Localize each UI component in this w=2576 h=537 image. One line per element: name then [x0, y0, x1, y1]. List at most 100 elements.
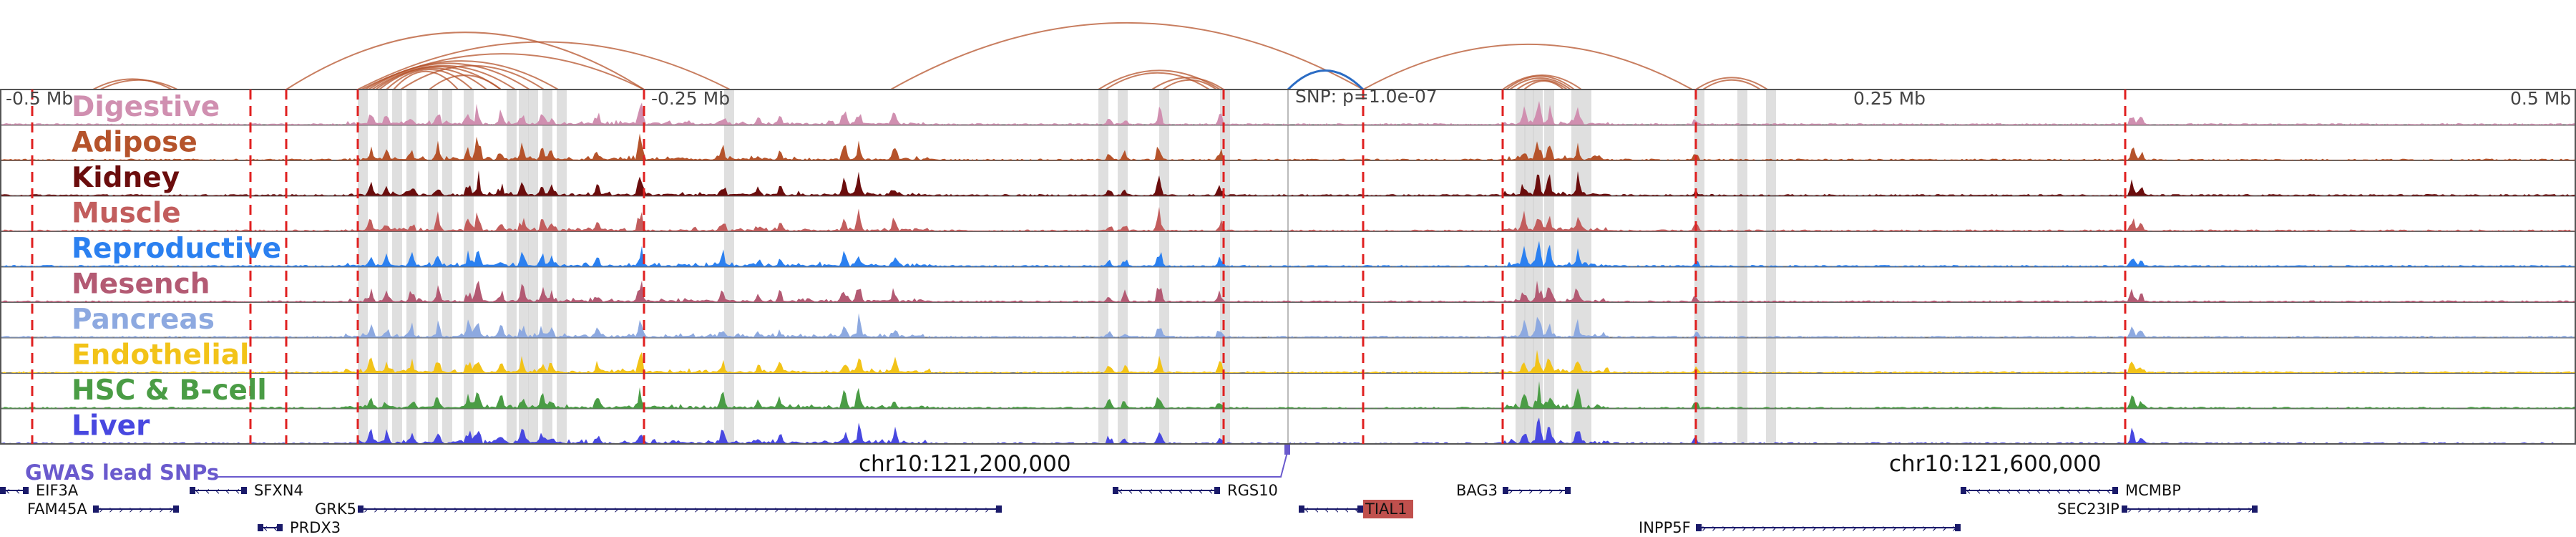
strand-mark: › — [494, 503, 498, 516]
gene-label-inpp5f: INPP5F — [1639, 519, 1691, 536]
strand-mark: ‹ — [2057, 484, 2061, 498]
loop-arc — [1516, 79, 1568, 90]
exon-bag3 — [1503, 487, 1508, 494]
strand-mark: ‹ — [1138, 484, 1143, 498]
exon-mcmbp — [1961, 487, 1966, 494]
strand-mark: ‹ — [273, 521, 278, 535]
strand-mark: ‹ — [263, 521, 268, 535]
strand-mark: › — [854, 503, 859, 516]
strand-mark: › — [1912, 521, 1916, 535]
strand-mark: › — [1942, 521, 1946, 535]
coord-label-121600000: chr10:121,600,000 — [1889, 451, 2102, 477]
exon-eif3a — [23, 487, 29, 494]
strand-mark: › — [159, 503, 163, 516]
loop-arc — [1523, 80, 1564, 90]
strand-mark: › — [704, 503, 708, 516]
exon-prdx3 — [258, 524, 263, 531]
loop-arc — [1162, 79, 1217, 90]
exon-inpp5f — [1696, 524, 1702, 531]
exon-sec23ip — [2122, 505, 2127, 513]
strand-mark: › — [2228, 503, 2232, 516]
strand-mark: › — [664, 503, 668, 516]
gene-label-bag3: BAG3 — [1456, 482, 1498, 499]
strand-mark: ‹ — [1118, 484, 1123, 498]
strand-mark: ‹ — [1199, 484, 1203, 498]
strand-mark: › — [754, 503, 758, 516]
strand-mark: ‹ — [1209, 484, 1213, 498]
loop-arc — [357, 41, 731, 90]
strand-mark: › — [1712, 521, 1716, 535]
exon-prdx3 — [277, 524, 283, 531]
strand-mark: › — [2157, 503, 2162, 516]
loop-arc — [99, 79, 178, 90]
strand-mark: › — [564, 503, 568, 516]
strand-mark: ‹ — [6, 484, 10, 498]
strand-mark: › — [694, 503, 698, 516]
strand-mark: ‹ — [1345, 503, 1349, 516]
strand-mark: › — [774, 503, 779, 516]
strand-mark: › — [1892, 521, 1896, 535]
strand-mark: › — [534, 503, 538, 516]
strand-mark: › — [2248, 503, 2252, 516]
loop-arc — [1151, 77, 1224, 90]
strand-mark: › — [384, 503, 388, 516]
loop-arc — [1502, 74, 1582, 90]
strand-mark: › — [1508, 484, 1513, 498]
axis-label-minus-0-5: -0.5 Mb — [6, 88, 73, 109]
strand-mark: › — [99, 503, 103, 516]
strand-mark: › — [504, 503, 508, 516]
loop-arc — [286, 32, 645, 90]
strand-mark: › — [2197, 503, 2202, 516]
gwas-lead-snp-track: GWAS lead SNPs — [25, 445, 1290, 485]
strand-mark: › — [894, 503, 899, 516]
strand-mark: › — [914, 503, 919, 516]
gwas-lead-snps-label: GWAS lead SNPs — [25, 460, 219, 485]
exon-inpp5f — [1955, 524, 1961, 531]
snp-loop-arc — [1287, 69, 1365, 91]
loop-arc — [1098, 69, 1221, 90]
strand-mark: ‹ — [1996, 484, 2001, 498]
strand-mark: › — [1538, 484, 1543, 498]
strand-mark: › — [1762, 521, 1766, 535]
loop-arc — [1695, 77, 1768, 90]
exon-sfxn4 — [190, 487, 195, 494]
strand-mark: ‹ — [2077, 484, 2081, 498]
strand-mark: › — [945, 503, 949, 516]
strand-mark: › — [1922, 521, 1926, 535]
strand-mark: › — [1842, 521, 1846, 535]
strand-mark: › — [484, 503, 488, 516]
strand-mark: ‹ — [2016, 484, 2021, 498]
strand-mark: › — [684, 503, 688, 516]
loop-arc — [429, 74, 502, 90]
strand-mark: › — [169, 503, 173, 516]
strand-mark: › — [1742, 521, 1746, 535]
loop-arc — [1362, 43, 1693, 90]
gwas-leader-line — [215, 449, 1289, 478]
strand-mark: ‹ — [1169, 484, 1173, 498]
exon-grk5 — [996, 505, 1002, 513]
strand-mark: › — [1722, 521, 1726, 535]
strand-mark: › — [434, 503, 438, 516]
strand-mark: › — [129, 503, 133, 516]
track-frame — [0, 89, 2576, 445]
strand-mark: › — [1952, 521, 1956, 535]
strand-mark: › — [444, 503, 448, 516]
strand-mark: › — [814, 503, 819, 516]
strand-mark: › — [975, 503, 979, 516]
strand-mark: › — [1862, 521, 1866, 535]
gene-label-rgs10: RGS10 — [1227, 482, 1278, 499]
strand-mark: › — [1702, 521, 1706, 535]
gene-label-fam45a: FAM45A — [27, 500, 87, 518]
strand-mark: › — [1832, 521, 1836, 535]
strand-mark: ‹ — [1976, 484, 1981, 498]
strand-mark: › — [624, 503, 628, 516]
track-label-reproductive: Reproductive — [72, 233, 281, 265]
axis-label-0-5: 0.5 Mb — [2510, 88, 2571, 109]
exon-rgs10 — [1214, 487, 1220, 494]
strand-mark: ‹ — [2087, 484, 2091, 498]
strand-mark: › — [1548, 484, 1553, 498]
strand-mark: ‹ — [1335, 503, 1339, 516]
strand-mark: › — [2177, 503, 2182, 516]
